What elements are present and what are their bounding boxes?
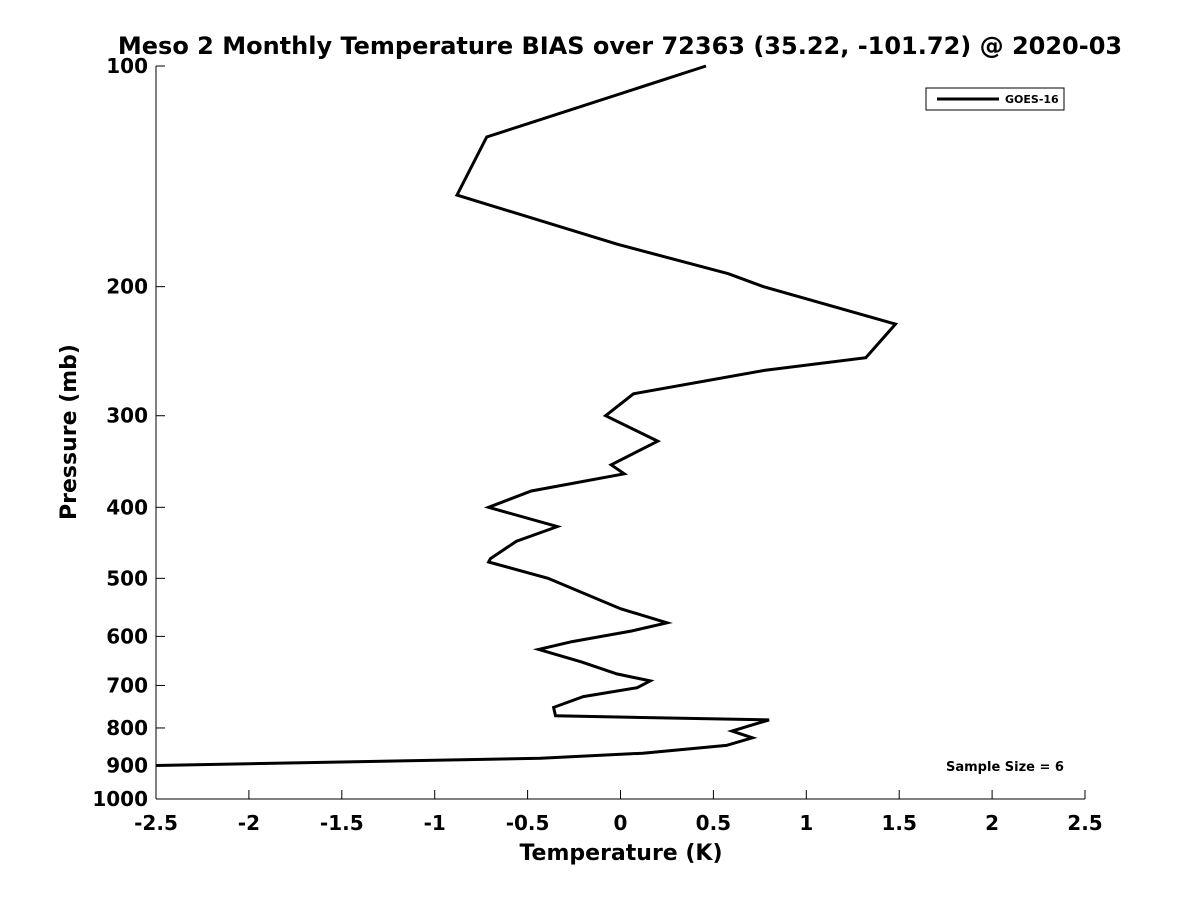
- y-tick-label: 100: [106, 54, 148, 78]
- legend-label: GOES-16: [1005, 93, 1059, 106]
- y-tick-label: 800: [106, 716, 148, 740]
- x-axis-ticks: -2.5 -2 -1.5 -1 -0.5 0 0.5 1 1.5 2 2.5: [134, 790, 1103, 835]
- x-axis-label: Temperature (K): [519, 841, 722, 866]
- legend: GOES-16: [925, 87, 1065, 111]
- y-tick-label: 600: [106, 624, 148, 648]
- x-tick-label: 2: [985, 811, 999, 835]
- y-tick-label: 900: [106, 753, 148, 777]
- x-tick-label: 1: [799, 811, 813, 835]
- x-tick-label: -1: [424, 811, 446, 835]
- y-axis-label: Pressure (mb): [57, 344, 82, 520]
- x-tick-label: 2.5: [1067, 811, 1102, 835]
- series-line-goes-16: [155, 64, 899, 767]
- chart-title: Meso 2 Monthly Temperature BIAS over 723…: [118, 32, 1122, 60]
- sample-size-annotation: Sample Size = 6: [946, 760, 1064, 775]
- y-tick-label: 1000: [92, 787, 148, 811]
- y-tick-label: 300: [106, 404, 148, 428]
- x-tick-label: 1.5: [881, 811, 916, 835]
- y-axis-ticks: 100 200 300 400 500 600 700 800 900 1000: [92, 54, 165, 811]
- x-tick-label: -2.5: [134, 811, 178, 835]
- x-tick-label: -0.5: [506, 811, 550, 835]
- y-tick-label: 400: [106, 495, 148, 519]
- series-layer: [155, 64, 899, 767]
- x-tick-label: -2: [238, 811, 260, 835]
- x-tick-label: -1.5: [320, 811, 364, 835]
- y-tick-label: 200: [106, 275, 148, 299]
- x-tick-label: 0.5: [696, 811, 731, 835]
- y-tick-label: 500: [106, 566, 148, 590]
- y-tick-label: 700: [106, 673, 148, 697]
- x-tick-label: 0: [614, 811, 628, 835]
